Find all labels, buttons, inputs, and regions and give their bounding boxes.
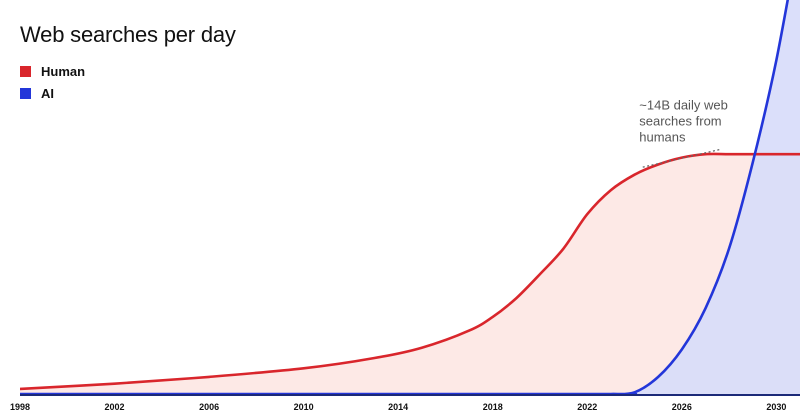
legend-item-human: Human [20, 60, 85, 82]
legend-item-ai: AI [20, 82, 85, 104]
x-tick-label-2022: 2022 [577, 402, 597, 412]
x-tick-label-2010: 2010 [294, 402, 314, 412]
x-tick-label-1998: 1998 [10, 402, 30, 412]
x-tick-label-2030: 2030 [766, 402, 786, 412]
chart-title: Web searches per day [20, 22, 236, 47]
legend-label-ai: AI [41, 85, 54, 101]
annotation-line-0-1: searches from [639, 114, 721, 129]
x-tick-label-2018: 2018 [483, 402, 503, 412]
annotation-line-0-0: ~14B daily web [639, 98, 728, 113]
x-tick-label-2006: 2006 [199, 402, 219, 412]
area-ai [20, 0, 800, 394]
x-tick-label-2026: 2026 [672, 402, 692, 412]
legend-swatch-human [20, 65, 31, 77]
legend-swatch-ai [20, 87, 31, 99]
legend: Human AI [20, 60, 85, 104]
x-tick-label-2014: 2014 [388, 402, 408, 412]
legend-label-human: Human [41, 63, 86, 79]
plot-group [20, 0, 800, 394]
line-ai [20, 0, 790, 394]
area-human [20, 153, 800, 394]
line-human [20, 152, 800, 391]
annotation-text-0: ~14B daily web searches from humans [639, 98, 728, 145]
annotation-line-0-2: humans [639, 130, 686, 145]
x-tick-label-2002: 2002 [105, 402, 125, 412]
